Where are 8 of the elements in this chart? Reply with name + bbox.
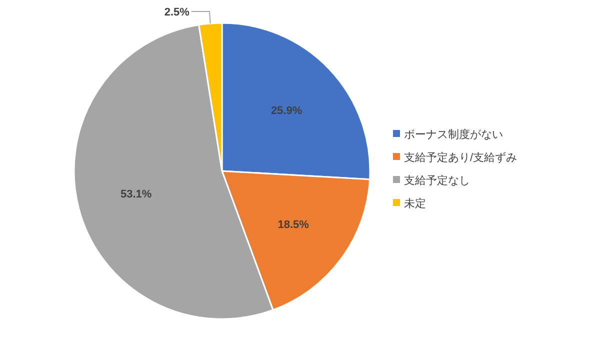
legend-label: 支給予定なし [404,174,470,187]
data-label: 2.5% [164,6,190,18]
legend-label: ボーナス制度がない [404,128,503,141]
data-label: 25.9% [270,105,302,118]
legend-label: 支給予定あり/支給ずみ [404,151,518,164]
data-label: 18.5% [278,218,310,231]
legend-label: 未定 [404,197,426,210]
data-label: 53.1% [120,188,152,200]
